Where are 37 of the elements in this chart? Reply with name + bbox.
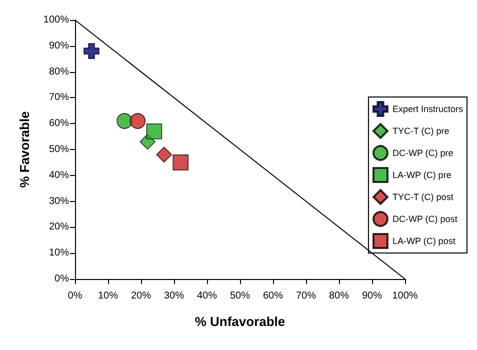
y-tick-label: 50% bbox=[48, 144, 70, 155]
legend-label: DC-WP (C) pre bbox=[392, 148, 454, 158]
y-tick-label: 30% bbox=[48, 196, 70, 207]
point bbox=[156, 146, 172, 163]
x-tick-label: 10% bbox=[98, 290, 118, 302]
x-tick-label: 60% bbox=[262, 290, 284, 302]
point bbox=[172, 154, 188, 170]
x-tick-label: 70% bbox=[296, 290, 316, 302]
y-axis-title: % Favorable bbox=[17, 111, 32, 188]
x-axis-title: % Unfavorable bbox=[194, 314, 286, 329]
point bbox=[116, 113, 132, 129]
x-tick-label: 50% bbox=[230, 290, 250, 302]
y-tick-label: 80% bbox=[48, 66, 70, 78]
legend-label: LA-WP (C) pre bbox=[392, 170, 452, 180]
x-tick-label: 80% bbox=[328, 290, 350, 302]
point bbox=[146, 123, 162, 140]
x-tick-label: 100% bbox=[392, 290, 418, 302]
legend-label: TYC-T (C) pre bbox=[392, 126, 450, 136]
y-tick-label: 40% bbox=[48, 170, 70, 181]
y-tick-label: 100% bbox=[43, 14, 70, 26]
legend-label: Expert Instructors bbox=[392, 104, 464, 114]
x-tick-label: 90% bbox=[362, 290, 382, 302]
y-tick-label: 20% bbox=[48, 222, 70, 233]
legend-label: DC-WP (C) post bbox=[392, 214, 458, 224]
legend-label: TYC-T (C) post bbox=[392, 192, 454, 202]
x-tick-label: 30% bbox=[164, 290, 184, 302]
x-tick-label: 20% bbox=[130, 290, 152, 302]
y-tick-label: 60% bbox=[48, 118, 70, 130]
legend-label: LA-WP (C) post bbox=[392, 236, 456, 246]
x-tick-label: 0% bbox=[68, 290, 82, 302]
point bbox=[130, 113, 146, 129]
point bbox=[84, 43, 100, 59]
y-tick-label: 90% bbox=[48, 40, 70, 52]
y-tick-label: 10% bbox=[48, 248, 70, 259]
y-tick-label: 0% bbox=[54, 274, 70, 284]
y-tick-label: 70% bbox=[48, 92, 70, 104]
x-tick-label: 40% bbox=[196, 290, 218, 302]
